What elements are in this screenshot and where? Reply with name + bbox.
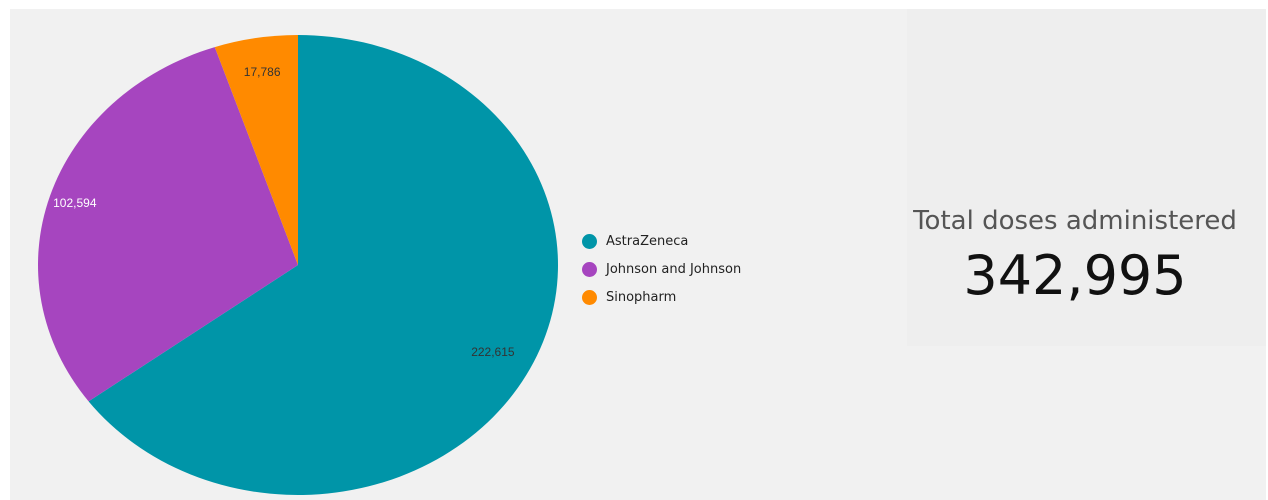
legend-label-johnson-and-johnson: Johnson and Johnson [606,261,742,277]
legend-swatch-sinopharm [582,289,597,305]
scorecard-panel [907,9,1266,346]
scorecard-value: 342,995 [963,244,1187,307]
pie-slice-astrazeneca[interactable] [88,35,559,495]
slice-label-johnson-and-johnson: 102,594 [53,196,97,210]
pie-slice-labels: 222,615 102,594 17,786 [53,65,515,359]
legend-item-sinopharm[interactable]: Sinopharm [582,283,812,311]
chart-legend: AstraZeneca Johnson and Johnson Sinophar… [582,227,812,311]
legend-item-johnson-and-johnson[interactable]: Johnson and Johnson [582,255,812,283]
legend-swatch-astrazeneca [582,233,597,249]
slice-label-sinopharm: 17,786 [244,65,281,79]
pie-slices [38,35,559,495]
legend-label-astrazeneca: AstraZeneca [606,233,689,249]
pie-slice-johnson-and-johnson[interactable] [38,47,299,402]
legend-item-astrazeneca[interactable]: AstraZeneca [582,227,812,255]
slice-label-astrazeneca: 222,615 [471,345,515,359]
pie-slice-sinopharm[interactable] [214,35,298,265]
scorecard-title: Total doses administered [913,206,1237,236]
legend-swatch-johnson-and-johnson [582,261,597,277]
legend-label-sinopharm: Sinopharm [606,289,677,305]
